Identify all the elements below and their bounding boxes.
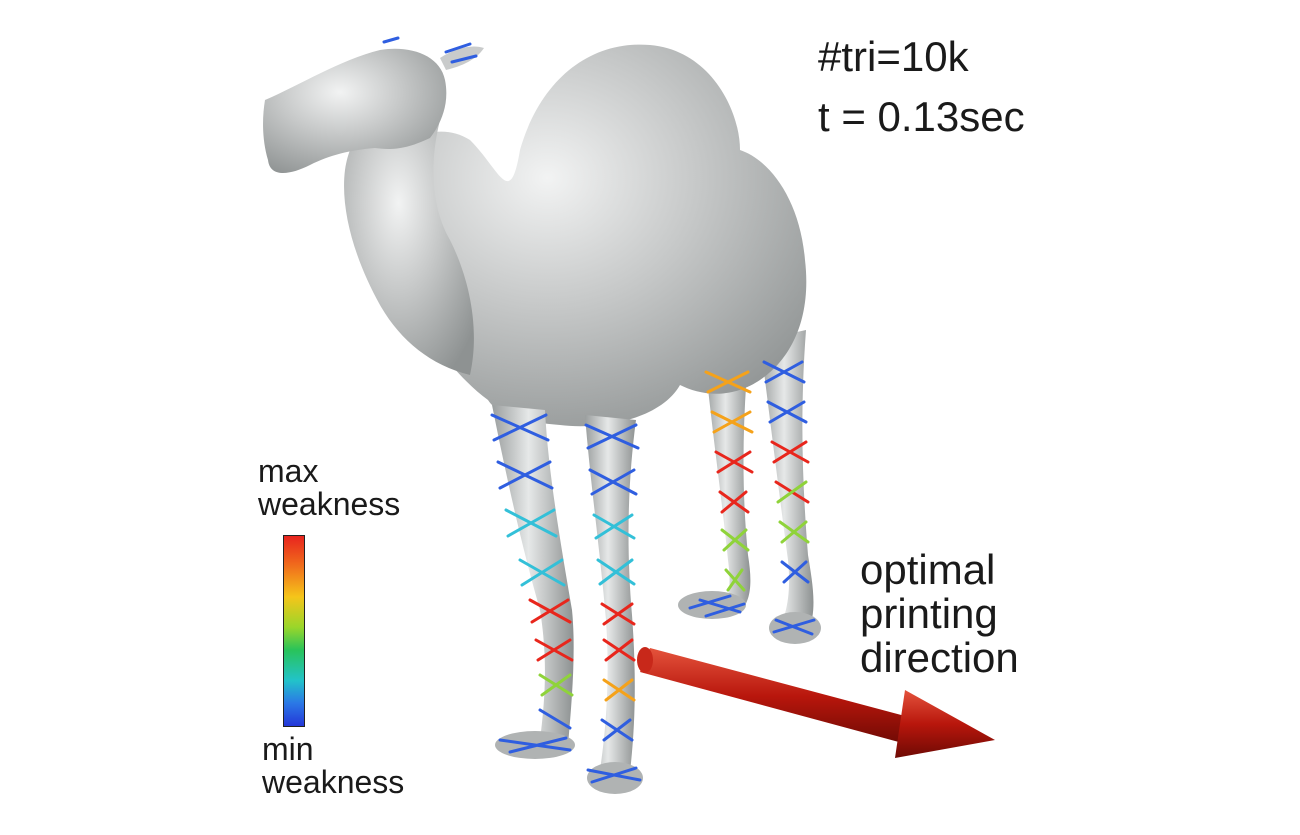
head [263,48,447,174]
arrow-tail [637,647,653,673]
back-left-leg [705,360,751,612]
direction-line3: direction [860,634,1019,681]
legend-max-label: max weakness [258,455,400,521]
triangle-count: #tri=10k [818,33,969,80]
front-right-leg [585,415,636,772]
compute-time: t = 0.13sec [818,93,1025,140]
direction-line1: optimal [860,546,996,593]
arrow-shaft [640,648,920,745]
legend-min-line1: min [262,731,314,767]
legend-min-label: min weakness [262,733,404,799]
direction-line2: printing [860,590,998,637]
legend-max-line1: max [258,453,319,489]
weakness-strokes [382,36,816,784]
printing-direction-arrow [637,647,995,758]
arrow-head [895,690,995,758]
weakness-colorbar [283,535,305,727]
legend-max-line2: weakness [258,486,401,522]
front-left-leg [492,405,574,745]
camel-body [263,44,807,427]
legend-min-line2: weakness [262,764,405,800]
direction-label: optimal printing direction [860,548,1019,680]
neck [344,110,474,375]
